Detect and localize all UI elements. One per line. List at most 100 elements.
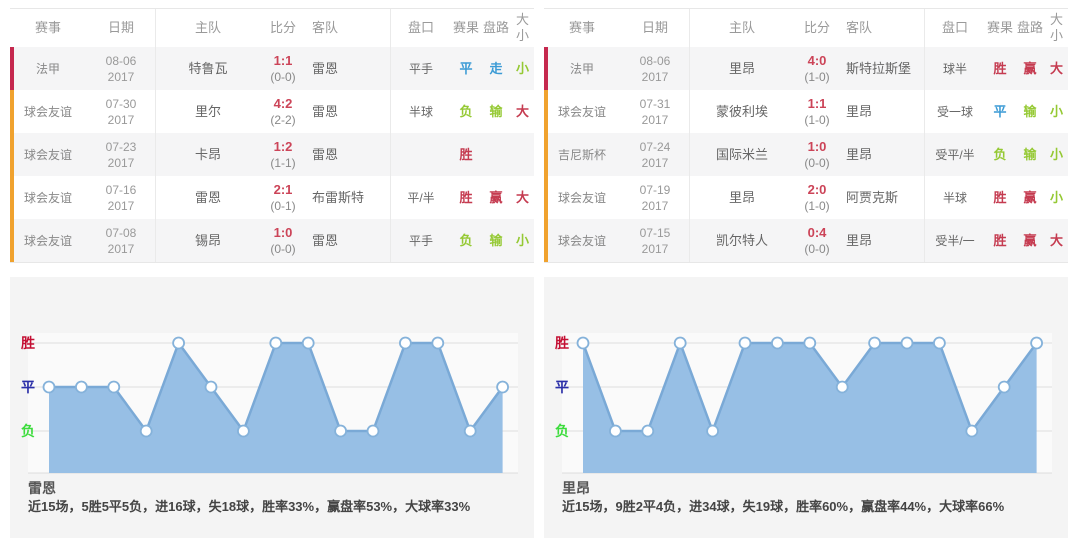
event-stripe bbox=[544, 133, 548, 176]
date-day: 08-06 bbox=[105, 53, 137, 68]
event-stripe bbox=[10, 47, 14, 90]
home-team: 里尔 bbox=[155, 90, 260, 133]
event-name: 球会友谊 bbox=[557, 190, 606, 205]
team-stats-line: 近15场，5胜5平5负，进16球，失18球，胜率33%，赢盘率53%，大球率33… bbox=[28, 499, 471, 514]
match-row: 球会友谊 07-30 2017 里尔 4:2 (2-2) 雷恩 半球 负输大 bbox=[10, 90, 534, 133]
date-year: 2017 bbox=[107, 155, 135, 170]
away-team-name: 雷恩 bbox=[312, 232, 339, 248]
match-row: 球会友谊 07-31 2017 蒙彼利埃 1:1 (1-0) 里昂 受一球 平输小 bbox=[544, 90, 1068, 133]
data-point-marker bbox=[463, 424, 477, 438]
handicap-value: 平手 bbox=[408, 233, 433, 248]
data-point-marker bbox=[172, 336, 186, 350]
away-team: 里昂 bbox=[840, 133, 925, 176]
data-point-marker bbox=[301, 336, 315, 350]
away-team-name: 雷恩 bbox=[312, 60, 339, 76]
over-under-cell: 大 bbox=[511, 90, 534, 133]
trend-chart bbox=[562, 333, 1052, 474]
event-cell: 吉尼斯杯 bbox=[544, 133, 620, 176]
match-row: 球会友谊 07-08 2017 锡昂 1:0 (0-0) 雷恩 平手 负输小 bbox=[10, 219, 534, 262]
date-cell: 07-19 2017 bbox=[620, 176, 690, 219]
away-team: 雷恩 bbox=[306, 47, 391, 90]
handicap-road-cell: 走 bbox=[481, 47, 511, 90]
result-value: 负 bbox=[459, 103, 473, 119]
data-point-marker bbox=[835, 380, 849, 394]
y-axis-label-draw: 平 bbox=[555, 379, 569, 395]
event-cell: 球会友谊 bbox=[10, 176, 86, 219]
handicap-value: 受半/一 bbox=[935, 233, 975, 248]
handicap-value: 半球 bbox=[408, 104, 433, 119]
result-value: 负 bbox=[459, 232, 473, 248]
away-team: 布雷斯特 bbox=[306, 176, 391, 219]
date-cell: 07-30 2017 bbox=[86, 90, 156, 133]
col-header-score: 比分 bbox=[269, 20, 296, 35]
match-row: 球会友谊 07-23 2017 卡昂 1:2 (1-1) 雷恩 胜 bbox=[10, 133, 534, 176]
result-value: 胜 bbox=[459, 146, 473, 162]
col-header-home: 主队 bbox=[689, 9, 794, 47]
over-under-cell: 大 bbox=[1045, 219, 1068, 262]
date-cell: 08-06 2017 bbox=[620, 47, 690, 90]
date-year: 2017 bbox=[641, 112, 669, 127]
data-point-marker bbox=[673, 336, 687, 350]
handicap-cell: 平手 bbox=[390, 47, 451, 90]
result-value: 平 bbox=[993, 103, 1007, 119]
match-row: 吉尼斯杯 07-24 2017 国际米兰 1:0 (0-0) 里昂 受平/半 负输小 bbox=[544, 133, 1068, 176]
data-point-marker bbox=[770, 336, 784, 350]
score-cell: 1:0 (0-0) bbox=[794, 133, 840, 176]
event-name: 球会友谊 bbox=[23, 190, 72, 205]
data-point-marker bbox=[932, 336, 946, 350]
handicap-road-cell: 赢 bbox=[1015, 176, 1045, 219]
col-header-handicap: 盘口 bbox=[924, 9, 985, 47]
data-point-marker bbox=[139, 424, 153, 438]
away-team-name: 雷恩 bbox=[312, 103, 339, 119]
data-point-marker bbox=[398, 336, 412, 350]
event-cell: 法甲 bbox=[544, 47, 620, 90]
col-header-date: 日期 bbox=[107, 20, 134, 35]
date-year: 2017 bbox=[107, 112, 135, 127]
match-row: 球会友谊 07-15 2017 凯尔特人 0:4 (0-0) 里昂 受半/一 胜赢大 bbox=[544, 219, 1068, 262]
result-cell: 平 bbox=[451, 47, 481, 90]
event-name: 球会友谊 bbox=[23, 104, 72, 119]
home-team-name: 特鲁瓦 bbox=[188, 60, 228, 76]
handicap-cell: 受一球 bbox=[924, 90, 985, 133]
event-cell: 法甲 bbox=[10, 47, 86, 90]
chart-summary: 雷恩 近15场，5胜5平5负，进16球，失18球，胜率33%，赢盘率53%，大球… bbox=[28, 479, 470, 516]
half-time-score: (1-1) bbox=[270, 155, 296, 170]
table-header-row: 赛事 日期 主队 比分 客队 盘口 赛果 盘路 大小 bbox=[10, 9, 534, 47]
result-cell: 胜 bbox=[985, 47, 1015, 90]
result-cell: 负 bbox=[985, 133, 1015, 176]
away-team: 斯特拉斯堡 bbox=[840, 47, 925, 90]
y-axis-label-loss: 负 bbox=[21, 423, 35, 439]
date-cell: 07-08 2017 bbox=[86, 219, 156, 262]
half-time-score: (0-0) bbox=[270, 241, 296, 256]
event-cell: 球会友谊 bbox=[10, 90, 86, 133]
team-section-left: 赛事 日期 主队 比分 客队 盘口 赛果 盘路 大小 法甲 08-06 2017 特鲁瓦 1:1 (0-0… bbox=[10, 0, 534, 542]
full-time-score: 0:4 bbox=[807, 224, 827, 240]
date-cell: 07-15 2017 bbox=[620, 219, 690, 262]
col-header-road: 盘路 bbox=[1016, 20, 1043, 35]
event-name: 球会友谊 bbox=[557, 233, 606, 248]
event-stripe bbox=[544, 219, 548, 262]
score-cell: 4:2 (2-2) bbox=[260, 90, 306, 133]
data-point-marker bbox=[42, 380, 56, 394]
data-point-marker bbox=[641, 424, 655, 438]
handicap-road-cell: 赢 bbox=[1015, 219, 1045, 262]
event-stripe bbox=[544, 47, 548, 90]
col-header-size: 大小 bbox=[515, 12, 529, 43]
handicap-road-cell: 赢 bbox=[1015, 47, 1045, 90]
col-header-result: 赛果 bbox=[452, 20, 479, 35]
trend-area bbox=[583, 343, 1037, 473]
event-cell: 球会友谊 bbox=[544, 176, 620, 219]
home-team: 卡昂 bbox=[155, 133, 260, 176]
match-row: 法甲 08-06 2017 里昂 4:0 (1-0) 斯特拉斯堡 球半 胜赢大 bbox=[544, 47, 1068, 90]
event-stripe bbox=[10, 90, 14, 133]
over-under-value: 小 bbox=[515, 60, 529, 76]
handicap-road-value: 赢 bbox=[1023, 232, 1037, 248]
col-header-size: 大小 bbox=[1049, 12, 1063, 43]
team-name: 雷恩 bbox=[28, 480, 56, 496]
half-time-score: (0-0) bbox=[804, 155, 830, 170]
data-point-marker bbox=[269, 336, 283, 350]
table-body: 法甲 08-06 2017 特鲁瓦 1:1 (0-0) 雷恩 平手平走小球会友谊 07-30 20… bbox=[10, 47, 534, 262]
match-row: 球会友谊 07-19 2017 里昂 2:0 (1-0) 阿贾克斯 半球 胜赢小 bbox=[544, 176, 1068, 219]
over-under-value: 小 bbox=[515, 232, 529, 248]
event-name: 球会友谊 bbox=[23, 233, 72, 248]
